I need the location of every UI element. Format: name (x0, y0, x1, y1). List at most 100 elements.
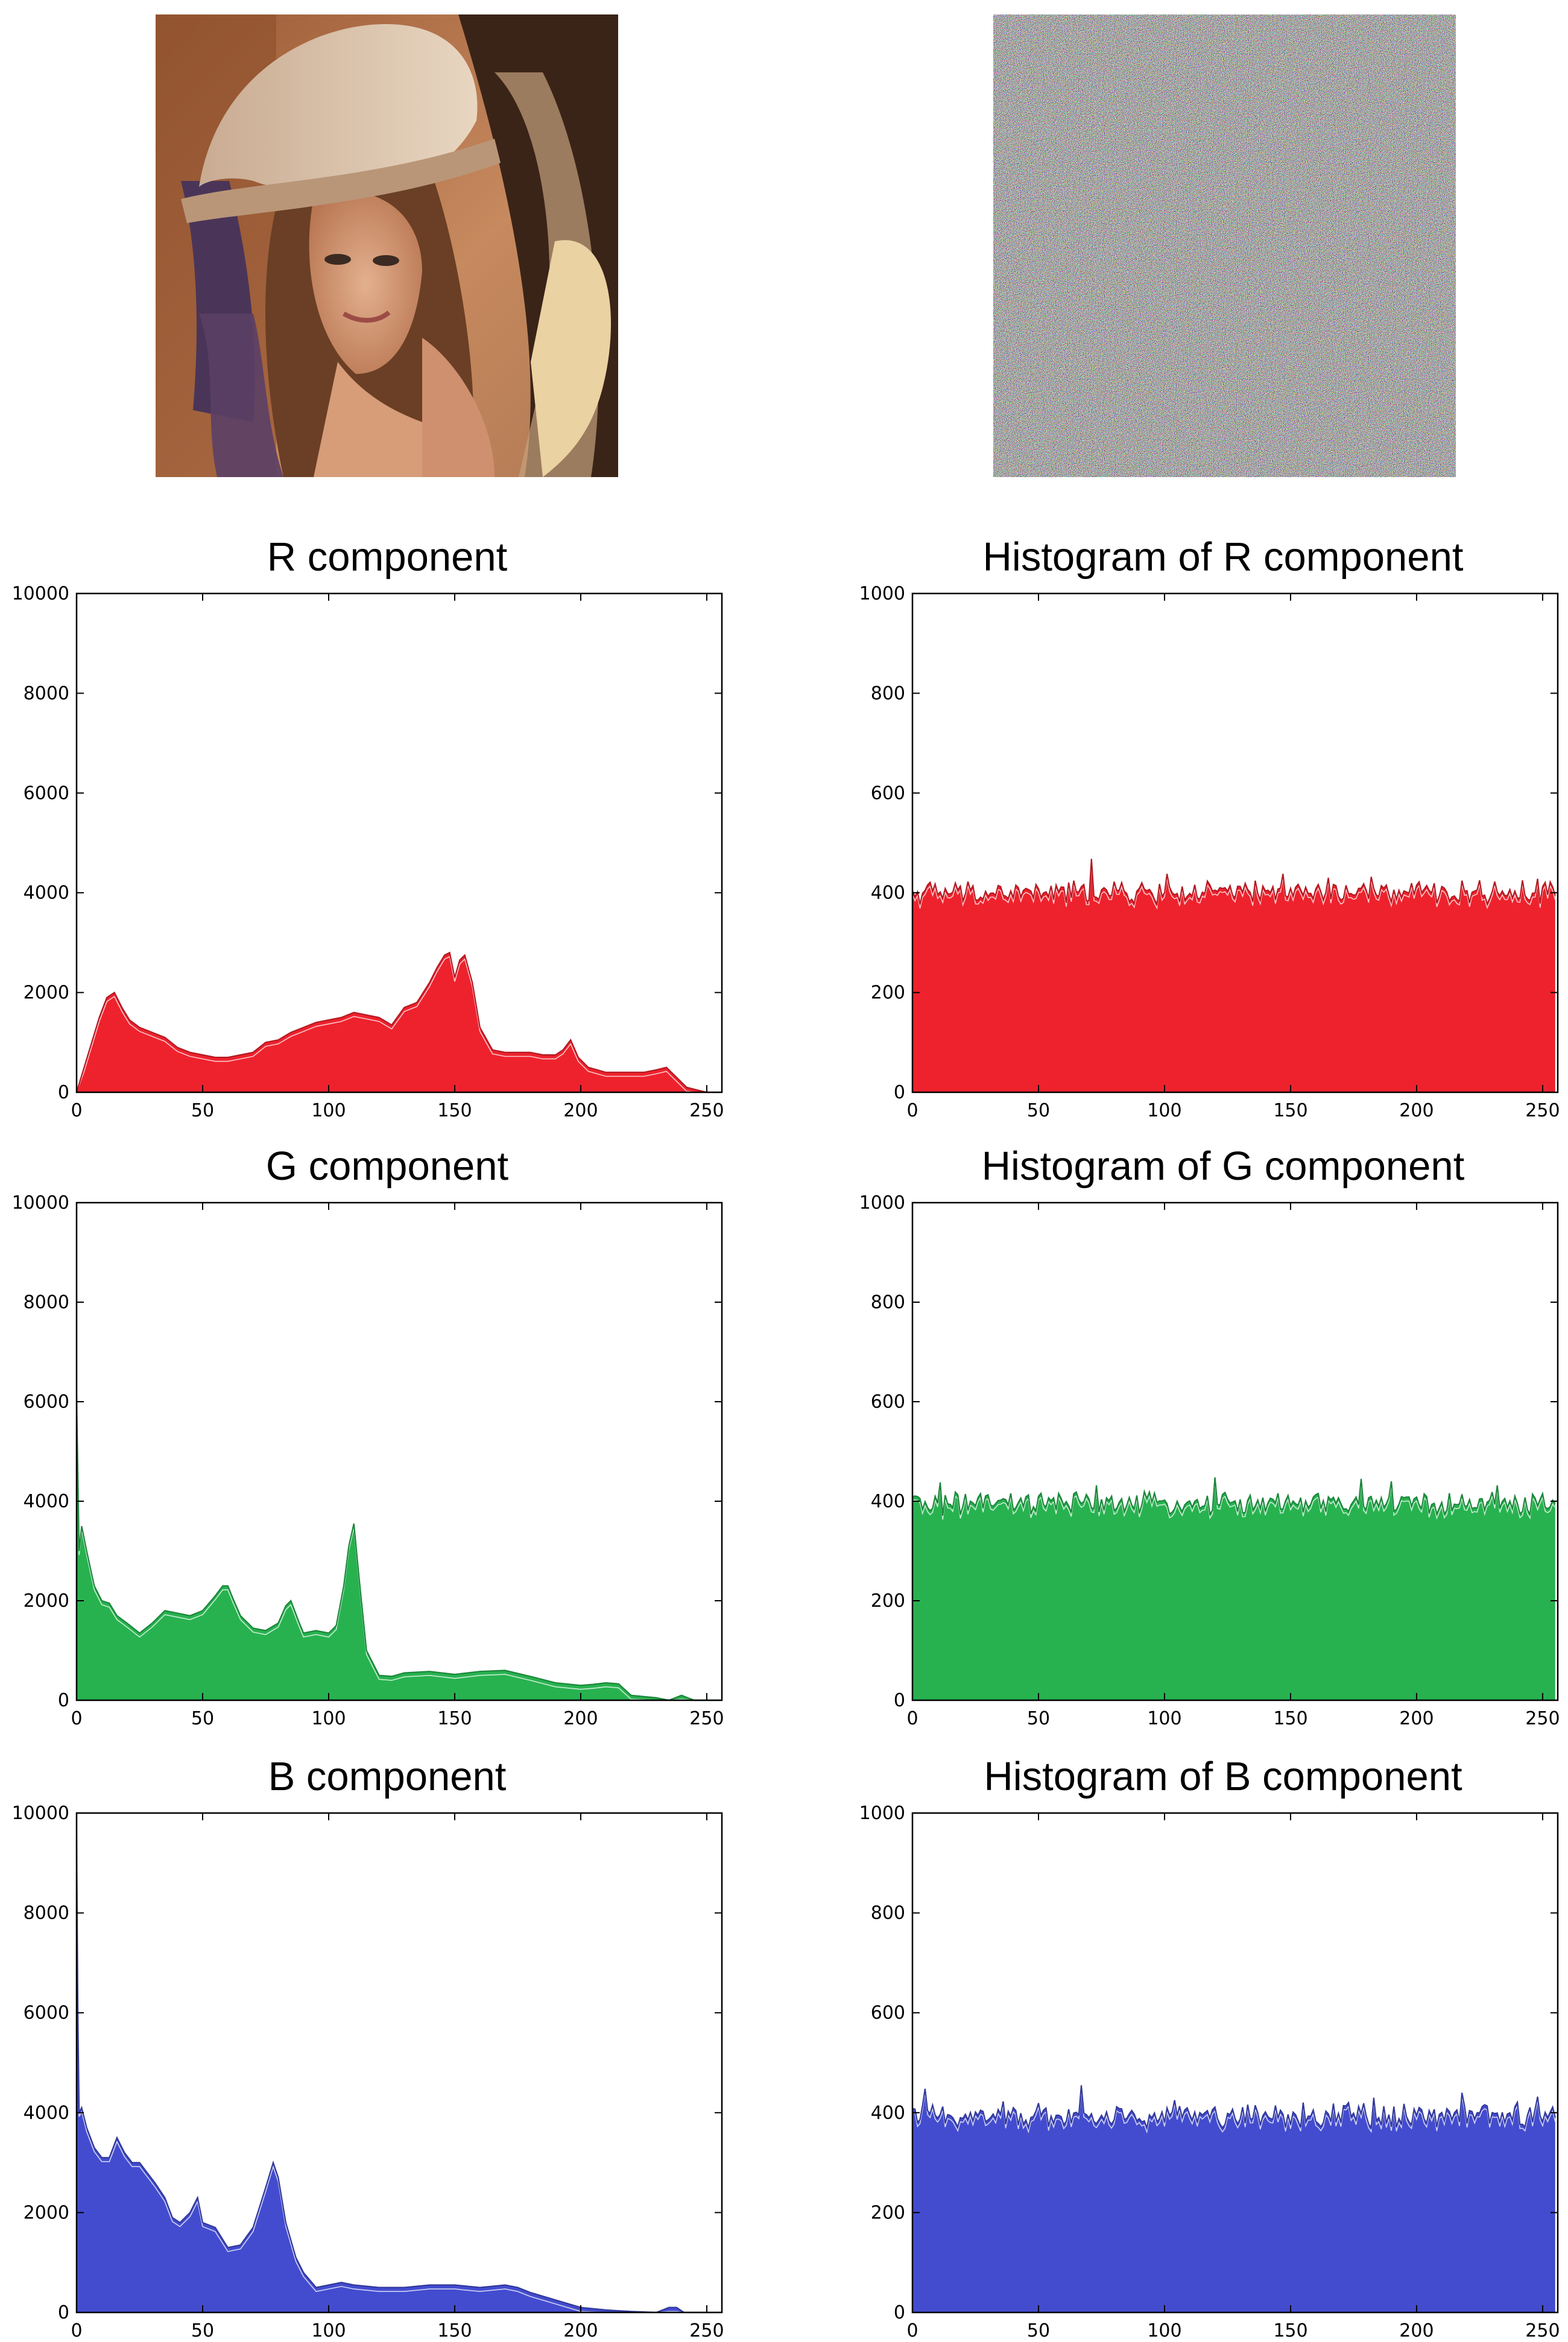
x-tick-label: 50 (191, 1100, 214, 1121)
series-line (75, 951, 719, 1093)
y-tick-label: 6000 (24, 2002, 69, 2024)
x-tick-label: 250 (689, 1708, 724, 1729)
x-tick-label: 0 (71, 2320, 82, 2341)
y-tick-label: 8000 (24, 1292, 69, 1313)
x-tick-label: 150 (437, 2320, 472, 2341)
y-tick-label: 400 (871, 1491, 905, 1512)
x-tick-label: 100 (1147, 1708, 1181, 1729)
plot-title: B component (268, 1754, 507, 1799)
x-tick-label: 200 (563, 2320, 598, 2341)
x-tick-label: 200 (563, 1100, 598, 1121)
y-tick-label: 600 (871, 1391, 905, 1413)
series-line (912, 1477, 1556, 1516)
y-tick-label: 0 (894, 1082, 905, 1103)
x-tick-label: 250 (1525, 1708, 1560, 1729)
y-tick-label: 10000 (12, 583, 69, 604)
y-tick-label: 0 (894, 2302, 905, 2323)
y-tick-label: 200 (871, 983, 905, 1004)
x-tick-label: 50 (1027, 2320, 1050, 2341)
chart-p3: 0 50 100 150 200 250 0 2000 4000 6000 8000 10000 G c… (12, 1144, 724, 1729)
plot-title: R component (267, 534, 508, 580)
x-tick-label: 150 (1273, 1100, 1307, 1121)
y-tick-label: 800 (871, 1903, 905, 1924)
series-area (77, 1838, 719, 2312)
y-tick-label: 400 (871, 2103, 905, 2124)
series-area (77, 952, 719, 1092)
x-tick-label: 100 (311, 2320, 346, 2341)
series-inner-line (76, 955, 719, 1093)
plot-frame (75, 1812, 723, 2314)
y-tick-label: 2000 (24, 983, 69, 1004)
series-line (75, 1838, 719, 2314)
y-tick-label: 200 (871, 2202, 905, 2223)
encrypted-noise (993, 14, 1456, 477)
y-tick-label: 0 (58, 1082, 69, 1103)
x-tick-label: 250 (689, 1100, 724, 1121)
x-tick-label: 100 (1147, 1100, 1181, 1121)
series-area (912, 1477, 1555, 1700)
chart-p1: 0 50 100 150 200 250 0 2000 4000 6000 8000 10000 R c… (12, 534, 724, 1121)
x-tick-label: 100 (1147, 2320, 1181, 2341)
y-tick-label: 1000 (859, 1803, 905, 1824)
y-tick-label: 600 (871, 2002, 905, 2024)
x-tick-label: 200 (1399, 1100, 1434, 1121)
x-tick-label: 150 (437, 1708, 472, 1729)
plot-title: Histogram of B component (984, 1754, 1462, 1799)
series-inner-line (76, 1400, 719, 1701)
chart-p2: 0 50 100 150 200 250 0 200 400 600 800 1000 Histogra… (859, 534, 1560, 1121)
plot-frame (75, 1201, 723, 1701)
x-tick-label: 50 (1027, 1100, 1050, 1121)
x-tick-label: 0 (71, 1708, 82, 1729)
y-tick-label: 0 (58, 2302, 69, 2323)
x-tick-label: 150 (1273, 1708, 1307, 1729)
x-tick-label: 250 (1525, 2320, 1560, 2341)
plot-title: Histogram of R component (983, 534, 1464, 580)
y-tick-label: 1000 (859, 583, 905, 604)
series-area (912, 2085, 1555, 2312)
x-tick-label: 0 (71, 1100, 82, 1121)
y-tick-label: 200 (871, 1590, 905, 1612)
x-tick-label: 50 (191, 1708, 214, 1729)
x-tick-label: 50 (191, 2320, 214, 2341)
y-tick-label: 10000 (12, 1192, 69, 1214)
y-tick-label: 600 (871, 783, 905, 804)
y-tick-label: 2000 (24, 2202, 69, 2223)
series-line (912, 2085, 1556, 2131)
x-tick-label: 200 (1399, 1708, 1434, 1729)
x-tick-label: 100 (311, 1708, 346, 1729)
y-tick-label: 8000 (24, 683, 69, 704)
series-inner-line (912, 862, 1556, 910)
series-area (912, 859, 1555, 1092)
x-tick-label: 0 (906, 2320, 918, 2341)
plot-frame (911, 1812, 1559, 2314)
x-tick-label: 100 (311, 1100, 346, 1121)
x-tick-label: 150 (437, 1100, 472, 1121)
chart-p5: 0 50 100 150 200 250 0 2000 4000 6000 8000 10000 B c… (12, 1754, 724, 2341)
series-inner-line (912, 2089, 1556, 2134)
plot-title: Histogram of G component (982, 1144, 1465, 1189)
y-tick-label: 10000 (12, 1803, 69, 1824)
y-tick-label: 800 (871, 1292, 905, 1313)
plot-frame (911, 592, 1559, 1093)
y-tick-label: 1000 (859, 1192, 905, 1214)
series-line (911, 858, 1556, 907)
plot-frame (75, 592, 723, 1093)
chart-p4: 0 50 100 150 200 250 0 200 400 600 800 1000 Histogra… (859, 1144, 1560, 1729)
series-line (75, 1396, 719, 1701)
plot-frame (911, 1201, 1559, 1701)
x-tick-label: 0 (906, 1708, 918, 1729)
y-tick-label: 4000 (24, 1491, 69, 1512)
y-tick-label: 6000 (24, 783, 69, 804)
y-tick-label: 800 (871, 683, 905, 704)
y-tick-label: 0 (58, 1690, 69, 1711)
plot-title: G component (266, 1144, 509, 1189)
chart-p6: 0 50 100 150 200 250 0 200 400 600 800 1000 Histogra… (859, 1754, 1560, 2341)
y-tick-label: 0 (894, 1690, 905, 1711)
x-tick-label: 50 (1027, 1708, 1050, 1729)
y-tick-label: 400 (871, 882, 905, 904)
y-tick-label: 4000 (24, 2103, 69, 2124)
original-photo (156, 14, 618, 477)
x-tick-label: 250 (1525, 1100, 1560, 1121)
x-tick-label: 200 (1399, 2320, 1434, 2341)
